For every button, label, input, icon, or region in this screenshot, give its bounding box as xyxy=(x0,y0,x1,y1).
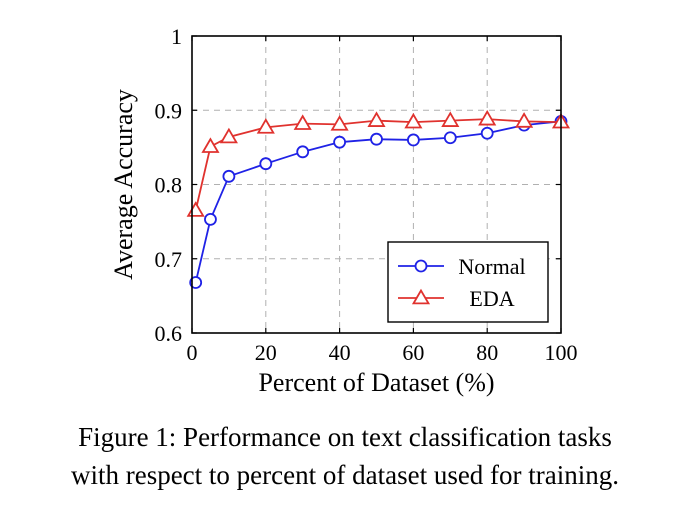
triangle-marker-point xyxy=(515,112,534,128)
circle-marker-point xyxy=(259,157,273,171)
legend-label: Normal xyxy=(458,254,525,279)
caption-line-1: Figure 1: Performance on text classifica… xyxy=(78,422,612,452)
circle-marker-point xyxy=(296,145,310,159)
y-tick-label: 0.6 xyxy=(155,321,183,346)
y-tick-label: 1 xyxy=(171,24,182,49)
x-tick-label: 60 xyxy=(402,340,424,365)
caption-line-2: with respect to percent of dataset used … xyxy=(70,460,620,490)
circle-marker-point xyxy=(480,126,494,140)
circle-marker-point xyxy=(333,135,347,149)
circle-marker-point xyxy=(189,276,203,289)
y-tick-label: 0.7 xyxy=(155,247,183,272)
circle-marker-point xyxy=(204,212,217,226)
legend: Normal EDA xyxy=(387,241,549,323)
triangle-marker-point xyxy=(441,111,460,127)
circle-marker-point xyxy=(406,133,420,147)
x-axis-label: Percent of Dataset (%) xyxy=(258,368,494,397)
triangle-marker-point xyxy=(186,201,205,217)
legend-item-eda: EDA xyxy=(398,286,515,311)
triangle-marker-point xyxy=(201,137,220,153)
circle-marker-point xyxy=(443,131,457,145)
triangle-marker-point xyxy=(330,115,349,131)
legend-item-normal: Normal xyxy=(398,254,526,279)
triangle-marker xyxy=(411,288,431,305)
accuracy-line-chart: 0 20 40 60 80 100 0.6 0.7 0.8 0.9 1 Percent of Dat… xyxy=(109,24,578,397)
y-tick-label: 0.8 xyxy=(155,173,183,198)
series-line xyxy=(194,118,562,211)
legend-label: EDA xyxy=(469,286,514,311)
x-tick-label: 100 xyxy=(545,340,578,365)
triangle-marker-point xyxy=(478,109,497,126)
figure-caption: Figure 1: Performance on text classifica… xyxy=(0,418,690,494)
triangle-marker-point xyxy=(219,127,238,144)
triangle-marker-point xyxy=(404,112,423,129)
ticks: 0 20 40 60 80 100 0.6 0.7 0.8 0.9 1 xyxy=(155,24,578,365)
x-tick-label: 80 xyxy=(476,340,498,365)
triangle-marker-point xyxy=(293,114,312,130)
x-tick-label: 20 xyxy=(255,340,277,365)
triangle-marker-point xyxy=(367,111,386,127)
circle-marker xyxy=(414,259,428,273)
series-layer xyxy=(186,109,571,289)
x-tick-label: 0 xyxy=(187,340,198,365)
y-tick-label: 0.9 xyxy=(155,98,183,123)
y-axis-label: Average Accuracy xyxy=(109,89,138,280)
circle-marker-point xyxy=(222,169,236,183)
triangle-marker-point xyxy=(256,118,275,134)
circle-marker-point xyxy=(370,132,383,146)
x-tick-label: 40 xyxy=(329,340,351,365)
legend-box xyxy=(387,241,549,323)
